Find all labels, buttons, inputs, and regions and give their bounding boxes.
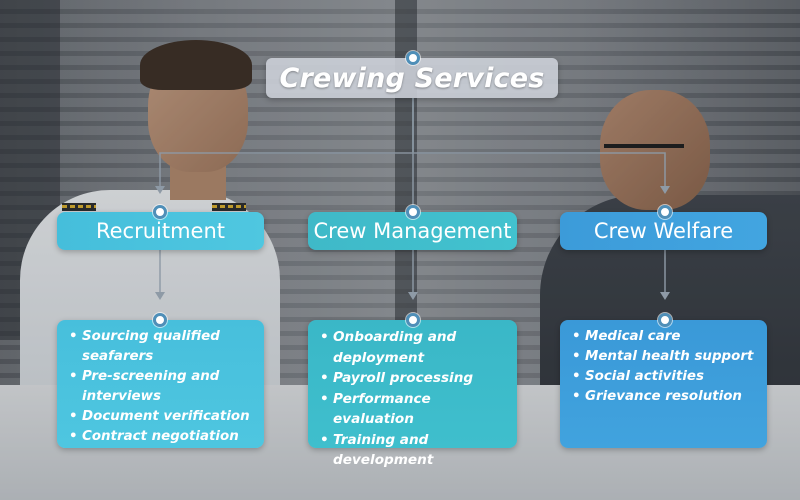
list-item: Medical care <box>572 327 759 347</box>
connector-node <box>406 313 420 327</box>
list-item: Contract negotiation <box>69 427 256 447</box>
arrowhead <box>155 292 165 300</box>
person-left-hair <box>140 40 252 90</box>
arrowhead <box>408 292 418 300</box>
glasses-icon <box>604 144 684 148</box>
connector-node <box>153 313 167 327</box>
epaulette-right <box>212 203 246 211</box>
diagram-title: Crewing Services <box>279 62 545 94</box>
category-label: Crew Welfare <box>593 219 734 243</box>
connector-title-recruitment <box>159 98 414 190</box>
category-recruitment: Recruitment <box>57 212 264 250</box>
person-right-head <box>600 90 710 210</box>
connector-node <box>406 205 420 219</box>
crew-welfare-list: Medical care Mental health support Socia… <box>572 327 759 407</box>
category-label: Recruitment <box>95 219 226 243</box>
crew-management-list: Onboarding and deployment Payroll proces… <box>320 327 509 471</box>
connector-node <box>658 313 672 327</box>
crew-management-details-box: Onboarding and deployment Payroll proces… <box>308 320 517 468</box>
list-item: Mental health support <box>572 347 759 367</box>
list-item: Document verification <box>69 407 256 427</box>
connector-node <box>153 205 167 219</box>
list-item: Social activities <box>572 367 759 387</box>
recruitment-details-box: Sourcing qualified seafarers Pre-screeni… <box>57 320 264 448</box>
list-item: Performance evaluation <box>320 389 509 430</box>
list-item: Sourcing qualified seafarers <box>69 327 256 367</box>
crew-welfare-details-box: Medical care Mental health support Socia… <box>560 320 767 448</box>
category-label: Crew Management <box>313 219 512 243</box>
list-item: Pre-screening and interviews <box>69 367 256 407</box>
list-item: Training and development <box>320 430 509 471</box>
list-item: Payroll processing <box>320 368 509 389</box>
list-item: Grievance resolution <box>572 387 759 407</box>
arrowhead <box>660 186 670 194</box>
arrowhead <box>660 292 670 300</box>
arrowhead <box>155 186 165 194</box>
list-item: Onboarding and deployment <box>320 327 509 368</box>
recruitment-list: Sourcing qualified seafarers Pre-screeni… <box>69 327 256 447</box>
connector-node <box>406 51 420 65</box>
connector-title-welfare <box>412 98 666 190</box>
connector-node <box>658 205 672 219</box>
epaulette-left <box>62 203 96 211</box>
